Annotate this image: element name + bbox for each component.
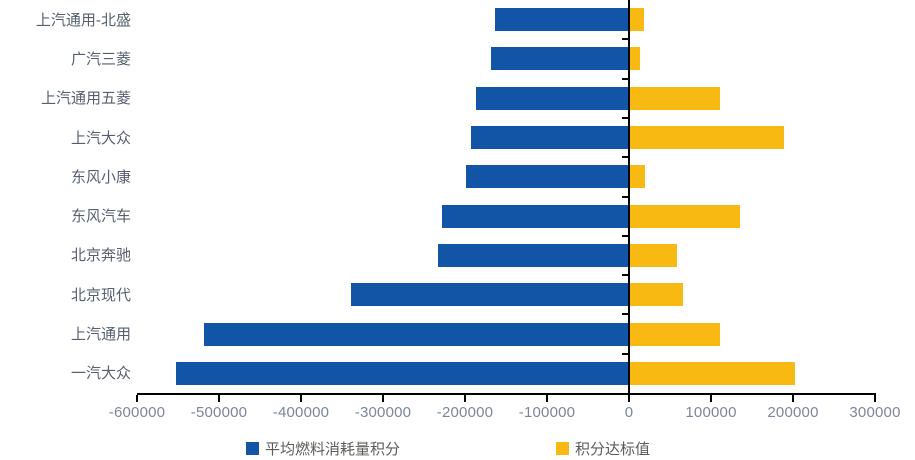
x-axis-line [137,393,876,395]
bar-fuel-consumption-score [491,47,628,71]
bar-fuel-consumption-score [442,204,628,228]
bar-fuel-consumption-score [437,243,628,267]
x-axis-tick-label: 100000 [685,404,737,421]
bar-fuel-consumption-score [204,322,628,346]
x-axis-tick-label: -600000 [108,404,166,421]
bar-target-score [630,361,796,385]
bar-target-score [630,322,721,346]
category-label: 上汽通用-北盛 [35,10,131,29]
x-axis-tick [874,395,876,402]
zero-line-category-tick [622,38,629,41]
x-axis-tick [382,395,384,402]
zero-line-category-tick [622,116,629,119]
x-axis-tick [710,395,712,402]
zero-line-category-tick [622,313,629,316]
zero-line-category-tick [622,274,629,277]
bar-fuel-consumption-score [351,283,628,307]
legend-label-target-score: 积分达标值 [575,440,651,458]
category-label: 广汽三菱 [70,49,131,68]
x-axis-tick-label: 0 [624,404,634,421]
bar-target-score [630,126,784,150]
x-axis-tick [464,395,466,402]
x-axis-tick [792,395,794,402]
category-label: 一汽大众 [70,364,131,383]
x-axis-tick-label: -500000 [190,404,248,421]
x-axis-tick [628,395,630,402]
zero-line-category-tick [622,77,629,80]
x-axis-tick-label: 300000 [849,404,901,421]
category-label: 北京现代 [70,285,131,304]
bar-fuel-consumption-score [494,8,628,32]
x-axis-tick [546,395,548,402]
legend-swatch-blue [246,442,259,455]
category-label: 东风汽车 [70,207,131,226]
bar-target-score [630,204,740,228]
bar-target-score [630,86,721,110]
bar-target-score [630,283,684,307]
x-axis-tick-label: -400000 [272,404,330,421]
x-axis-tick-label: 200000 [767,404,819,421]
category-label: 上汽通用 [70,325,131,344]
bar-target-score [630,8,644,32]
x-axis-tick [218,395,220,402]
zero-line-category-tick [622,352,629,355]
x-axis-tick-label: -200000 [436,404,494,421]
bar-fuel-consumption-score [465,165,628,189]
legend-item-target-score: 积分达标值 [556,438,650,459]
zero-line-category-tick [622,234,629,237]
bar-fuel-consumption-score [470,126,628,150]
bar-fuel-consumption-score [475,86,628,110]
zero-line-category-tick [622,156,629,159]
x-axis-tick [300,395,302,402]
x-axis-tick-label: -300000 [354,404,412,421]
legend-swatch-yellow [556,442,569,455]
legend-label-fuel-score: 平均燃料消耗量积分 [265,440,401,458]
category-label: 北京奔驰 [70,246,131,265]
zero-line-category-tick [622,195,629,198]
x-axis-tick-label: -100000 [518,404,576,421]
x-axis-tick [136,395,138,402]
category-label: 东风小康 [70,167,131,186]
category-label: 上汽通用五菱 [40,89,131,108]
bar-target-score [630,47,640,71]
bar-target-score [630,165,645,189]
legend-item-fuel-score: 平均燃料消耗量积分 [246,438,400,459]
bar-target-score [630,243,677,267]
zero-axis-line [628,0,630,402]
category-label: 上汽大众 [70,128,131,147]
bar-fuel-consumption-score [176,361,628,385]
